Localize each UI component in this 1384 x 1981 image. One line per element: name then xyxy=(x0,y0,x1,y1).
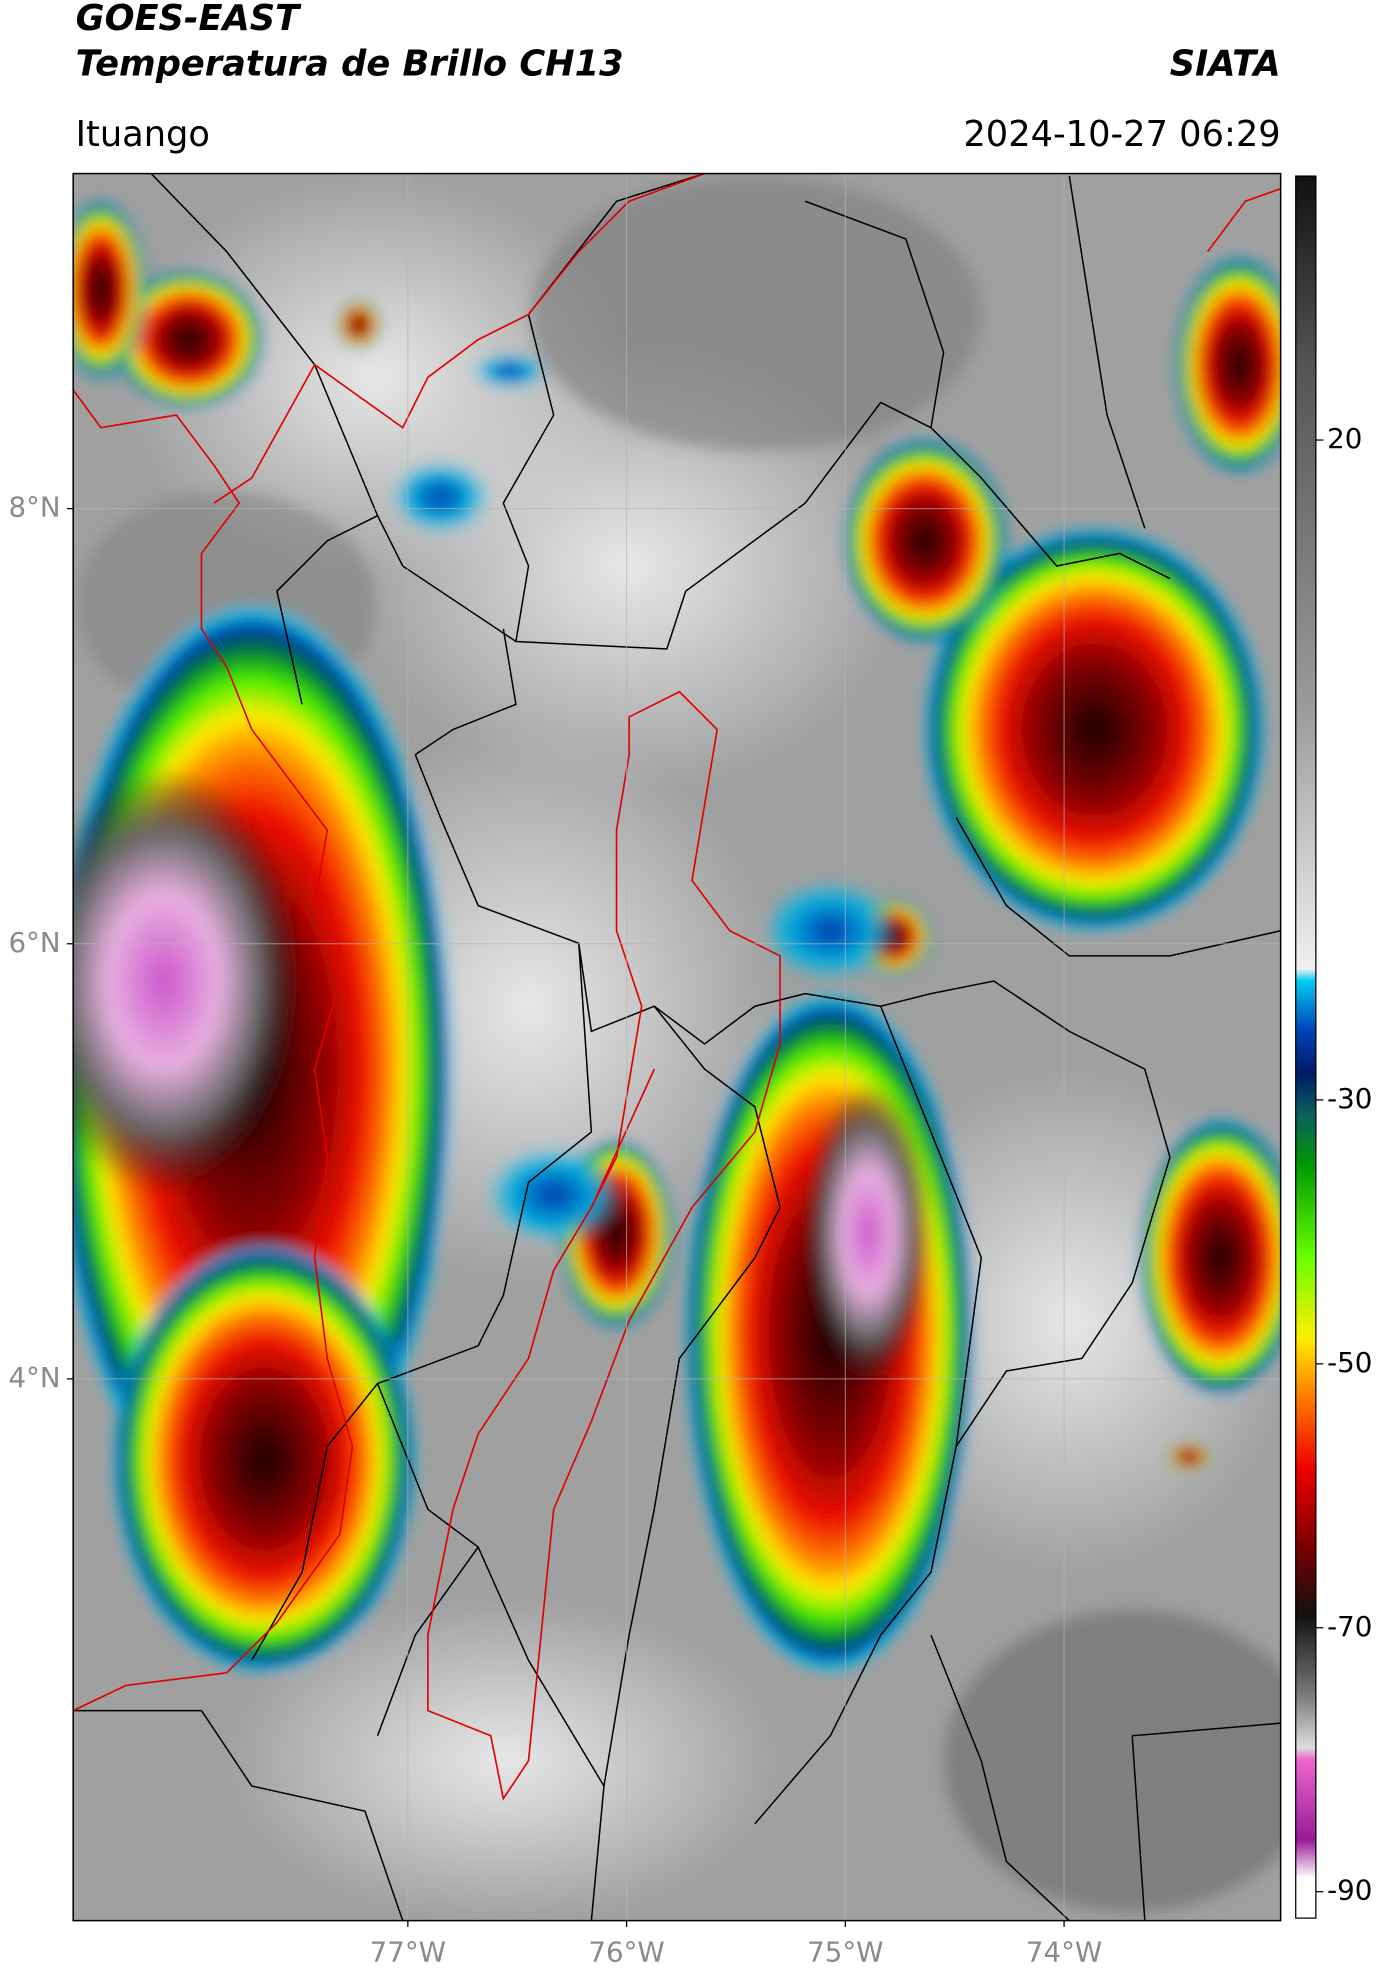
x-tick-label: 76°W xyxy=(588,1935,664,1968)
agency: SIATA xyxy=(1170,43,1281,84)
colorbar xyxy=(1295,175,1317,1919)
location: Ituango xyxy=(76,114,210,155)
y-tick-label: 8°N xyxy=(8,491,60,524)
title: GOES-EAST xyxy=(76,0,302,39)
colorbar-tick-label: 20 xyxy=(1327,422,1362,455)
colorbar-tick-label: -30 xyxy=(1327,1082,1372,1115)
graticule xyxy=(73,173,1281,1921)
subtitle: Temperatura de Brillo CH13 xyxy=(76,43,624,84)
colorbar-tick-label: -70 xyxy=(1327,1610,1372,1643)
map-frame xyxy=(72,172,1282,1922)
colorbar-tick-label: -50 xyxy=(1327,1346,1372,1379)
x-tick-label: 74°W xyxy=(1026,1935,1102,1968)
satellite-image xyxy=(73,173,1281,1921)
datetime: 2024-10-27 06:29 xyxy=(963,114,1280,155)
y-tick-label: 6°N xyxy=(8,926,60,959)
x-tick-label: 75°W xyxy=(807,1935,883,1968)
y-tick-label: 4°N xyxy=(8,1361,60,1394)
x-tick-label: 77°W xyxy=(370,1935,446,1968)
colorbar-tick-label: -90 xyxy=(1327,1874,1372,1907)
